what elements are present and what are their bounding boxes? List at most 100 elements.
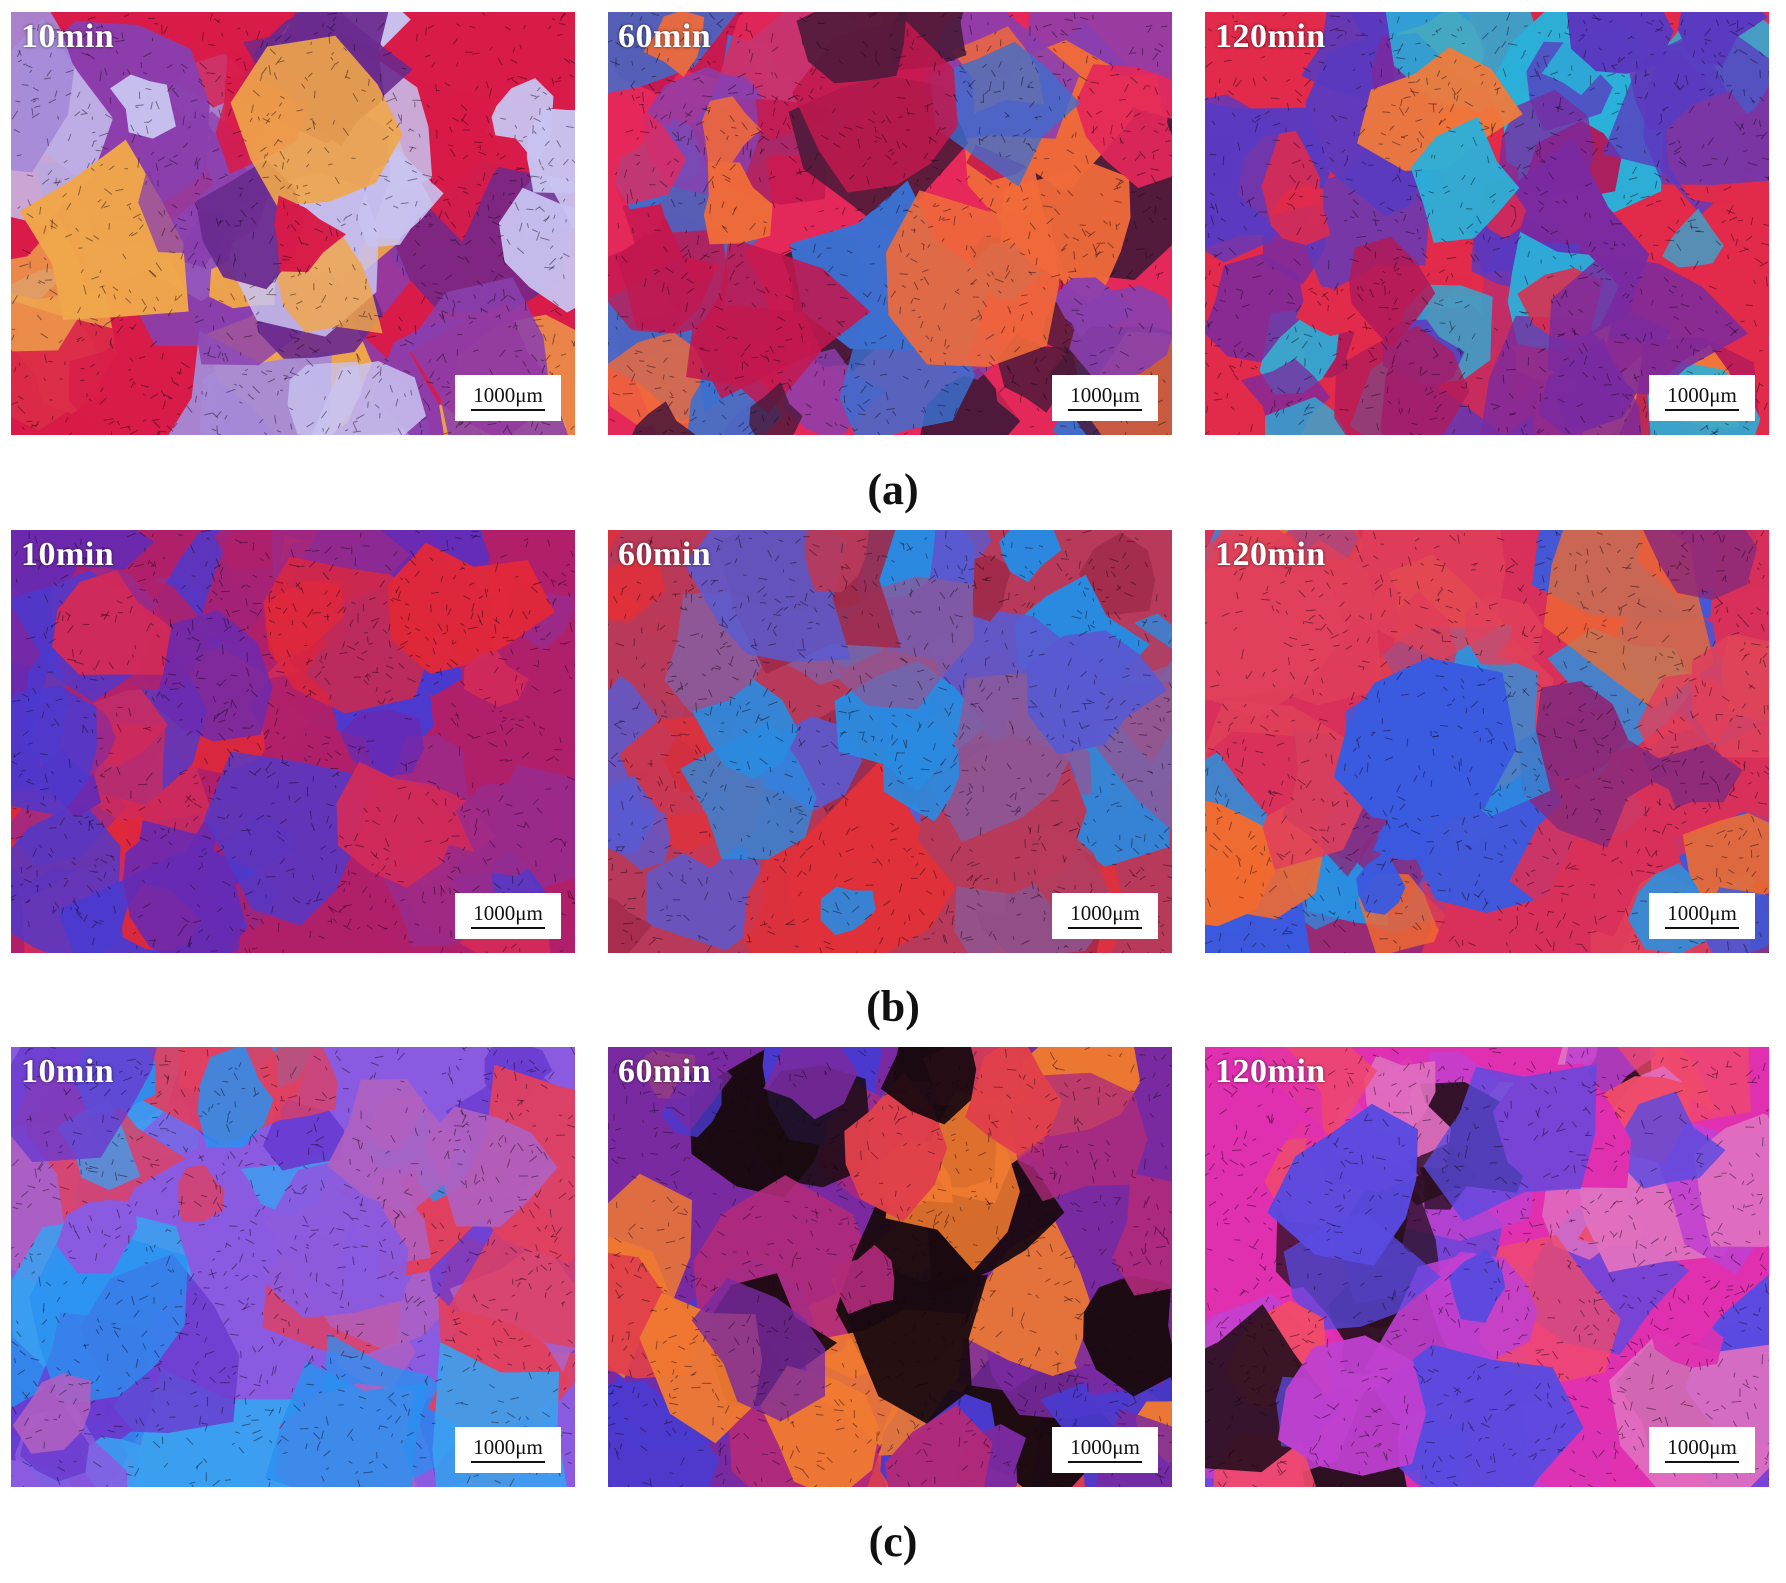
- grain-patch: [1410, 116, 1520, 243]
- micrograph-panel: 60min 1000μm: [608, 530, 1172, 953]
- grain-patch: [608, 100, 687, 211]
- grain-patch: [1334, 325, 1470, 435]
- grain-patch: [1205, 94, 1282, 263]
- grain-patch: [1566, 12, 1674, 74]
- grain-patch: [1333, 657, 1517, 827]
- grain-patch: [1000, 162, 1131, 307]
- grain-patch: [884, 1405, 993, 1487]
- grain-patch: [1374, 1344, 1584, 1487]
- grain-patch: [274, 195, 347, 273]
- grain-patch: [1643, 21, 1769, 185]
- dendrite-speckle: [1205, 12, 1769, 435]
- micrograph-texture: [608, 530, 1172, 953]
- grain-patch: [526, 107, 575, 194]
- time-label: 60min: [618, 18, 712, 55]
- micrograph-panel: 60min 1000μm: [608, 12, 1172, 435]
- dendrite-speckle: [11, 530, 575, 953]
- grain-patch: [820, 886, 876, 936]
- time-label: 120min: [1215, 1053, 1326, 1090]
- grain-patch: [763, 1047, 859, 1120]
- grain-patch: [1509, 761, 1691, 937]
- scale-bar: 1000μm: [1052, 1427, 1158, 1473]
- grain-patch: [1621, 1091, 1726, 1189]
- grain-patch: [455, 782, 554, 877]
- grain-patch: [691, 237, 871, 399]
- grain-patch: [1423, 1064, 1597, 1222]
- grain-patch: [1265, 396, 1347, 435]
- time-label: 120min: [1215, 18, 1326, 55]
- micrograph-texture: [1205, 1047, 1769, 1487]
- micrograph-texture: [608, 1047, 1172, 1487]
- grain-patch: [1517, 705, 1677, 848]
- micrograph-texture: [608, 12, 1172, 435]
- scale-bar-text: 1000μm: [473, 383, 543, 407]
- grain-patch: [880, 1047, 977, 1125]
- grain-patch: [646, 837, 765, 951]
- grain-patch: [154, 610, 273, 742]
- grain-patch: [1075, 64, 1172, 188]
- scale-bar-text: 1000μm: [1070, 901, 1140, 925]
- grain-patch: [1498, 89, 1595, 196]
- grain-patch: [608, 332, 707, 428]
- micrograph-panel: 120min 1000μm: [1205, 12, 1769, 435]
- grain-patch: [178, 1164, 225, 1222]
- grain-patch: [1277, 1335, 1427, 1476]
- grain-patch: [635, 1047, 733, 1132]
- scale-bar-line: [1068, 1461, 1142, 1463]
- scale-bar-line: [1665, 927, 1739, 929]
- time-label: 10min: [21, 536, 115, 573]
- time-label: 10min: [21, 1053, 115, 1090]
- grain-patch: [29, 1236, 188, 1406]
- scale-bar-text: 1000μm: [1667, 901, 1737, 925]
- grain-patch: [749, 381, 803, 435]
- grain-patch: [608, 775, 659, 854]
- grain-patch: [1349, 236, 1436, 349]
- grain-patch: [1300, 12, 1396, 99]
- grain-patch: [203, 751, 372, 926]
- row-label: (a): [867, 465, 919, 514]
- grain-patch: [608, 897, 652, 953]
- grain-patch: [692, 679, 799, 779]
- grain-patch: [1083, 1275, 1172, 1397]
- grain-patch: [443, 1200, 575, 1350]
- grain-patch: [796, 12, 907, 84]
- grain-patch: [230, 35, 403, 206]
- scale-bar-line: [1665, 1461, 1739, 1463]
- grain-patch: [632, 401, 696, 435]
- grain-patch: [498, 187, 575, 313]
- grain-patch: [11, 1047, 157, 1163]
- time-label: 10min: [21, 18, 115, 55]
- row-label: (b): [866, 982, 920, 1031]
- scale-bar-line: [471, 927, 545, 929]
- time-label: 120min: [1215, 536, 1326, 573]
- grain-patch: [197, 1047, 274, 1148]
- grain-patch: [1662, 208, 1724, 268]
- grain-patch: [1026, 630, 1167, 755]
- dendrite-speckle: [11, 1047, 575, 1487]
- dendrite-speckle: [11, 12, 575, 435]
- grain-patch: [965, 1047, 1062, 1156]
- micrograph-panel: 10min 1000μm: [11, 12, 575, 435]
- dendrite-speckle: [608, 12, 1172, 435]
- scale-bar-line: [1068, 409, 1142, 411]
- grain-patch: [886, 190, 1060, 367]
- grain-patch: [110, 74, 176, 139]
- scale-bar-text: 1000μm: [1070, 1435, 1140, 1459]
- grain-patch: [1465, 595, 1543, 665]
- scale-bar: 1000μm: [455, 893, 561, 939]
- grain-patch: [12, 1373, 91, 1454]
- grain-patch: [1331, 530, 1506, 661]
- scale-bar-text: 1000μm: [473, 1435, 543, 1459]
- grain-patch: [959, 1220, 1105, 1376]
- grain-patch: [265, 1361, 430, 1487]
- dendrite-speckle: [608, 530, 1172, 953]
- grain-patch: [464, 651, 529, 707]
- grain-patch: [11, 12, 75, 173]
- grain-patch: [691, 1278, 826, 1422]
- grain-patch: [1267, 1103, 1419, 1266]
- grain-patch: [1448, 1249, 1506, 1323]
- micrograph-panel: 10min 1000μm: [11, 1047, 575, 1487]
- grain-patch: [327, 1078, 457, 1215]
- row-label: (c): [868, 1517, 918, 1566]
- scale-bar-text: 1000μm: [473, 901, 543, 925]
